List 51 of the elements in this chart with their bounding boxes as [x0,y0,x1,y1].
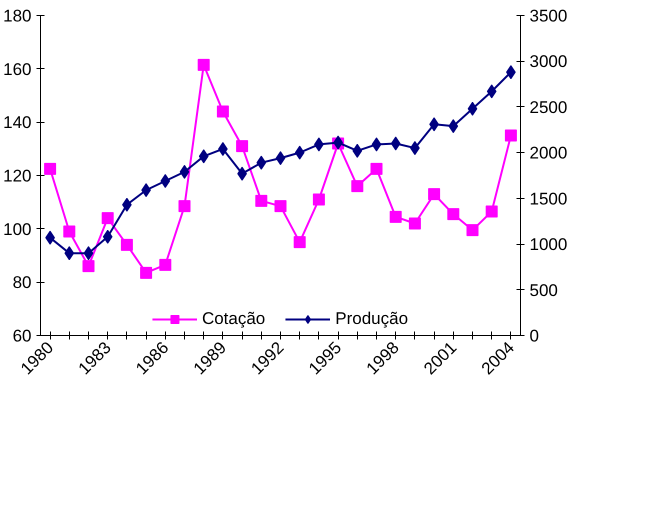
y-tick-label: 180 [3,6,32,26]
point [140,266,152,279]
point [486,206,498,218]
point [294,236,306,248]
point [160,174,170,188]
y2-tick-label: 500 [530,280,558,300]
point [159,258,172,271]
y2-tick-label: 3000 [530,52,568,72]
y-tick-label: 60 [12,326,32,346]
y-tick-label: 160 [3,60,32,79]
point [82,260,94,272]
point [102,212,114,224]
y-tick-label: 120 [3,166,32,186]
point [63,226,76,238]
point [216,106,229,118]
y2-tick-label: 3500 [530,6,568,26]
y2-tick-label: 2000 [530,144,568,163]
legend-label: Cotação [202,309,266,329]
point [102,230,113,244]
point [178,200,190,212]
point [370,162,382,175]
point [504,130,517,142]
y2-tick-label: 1500 [530,189,568,208]
y-tick-label: 140 [3,113,32,132]
point [274,200,286,212]
point [255,194,268,207]
point [448,119,458,134]
legend-label: Produção [335,309,408,329]
point [486,84,497,98]
y2-tick-label: 0 [530,326,539,346]
point [447,208,460,220]
point [390,210,402,223]
point [466,224,478,236]
y2-tick-label: 1000 [530,235,568,254]
point [390,136,401,150]
y-tick-label: 100 [3,220,32,239]
point [408,218,421,230]
point [64,246,74,260]
point [120,238,133,251]
point [428,188,440,200]
point [236,140,248,152]
y2-tick-label: 2500 [530,98,568,117]
y-tick-label: 80 [12,273,32,292]
point [294,146,305,160]
point [198,149,209,164]
point [352,144,362,158]
point [198,58,210,71]
point [44,162,56,175]
point [351,180,364,192]
point [256,156,266,170]
point [312,194,325,206]
